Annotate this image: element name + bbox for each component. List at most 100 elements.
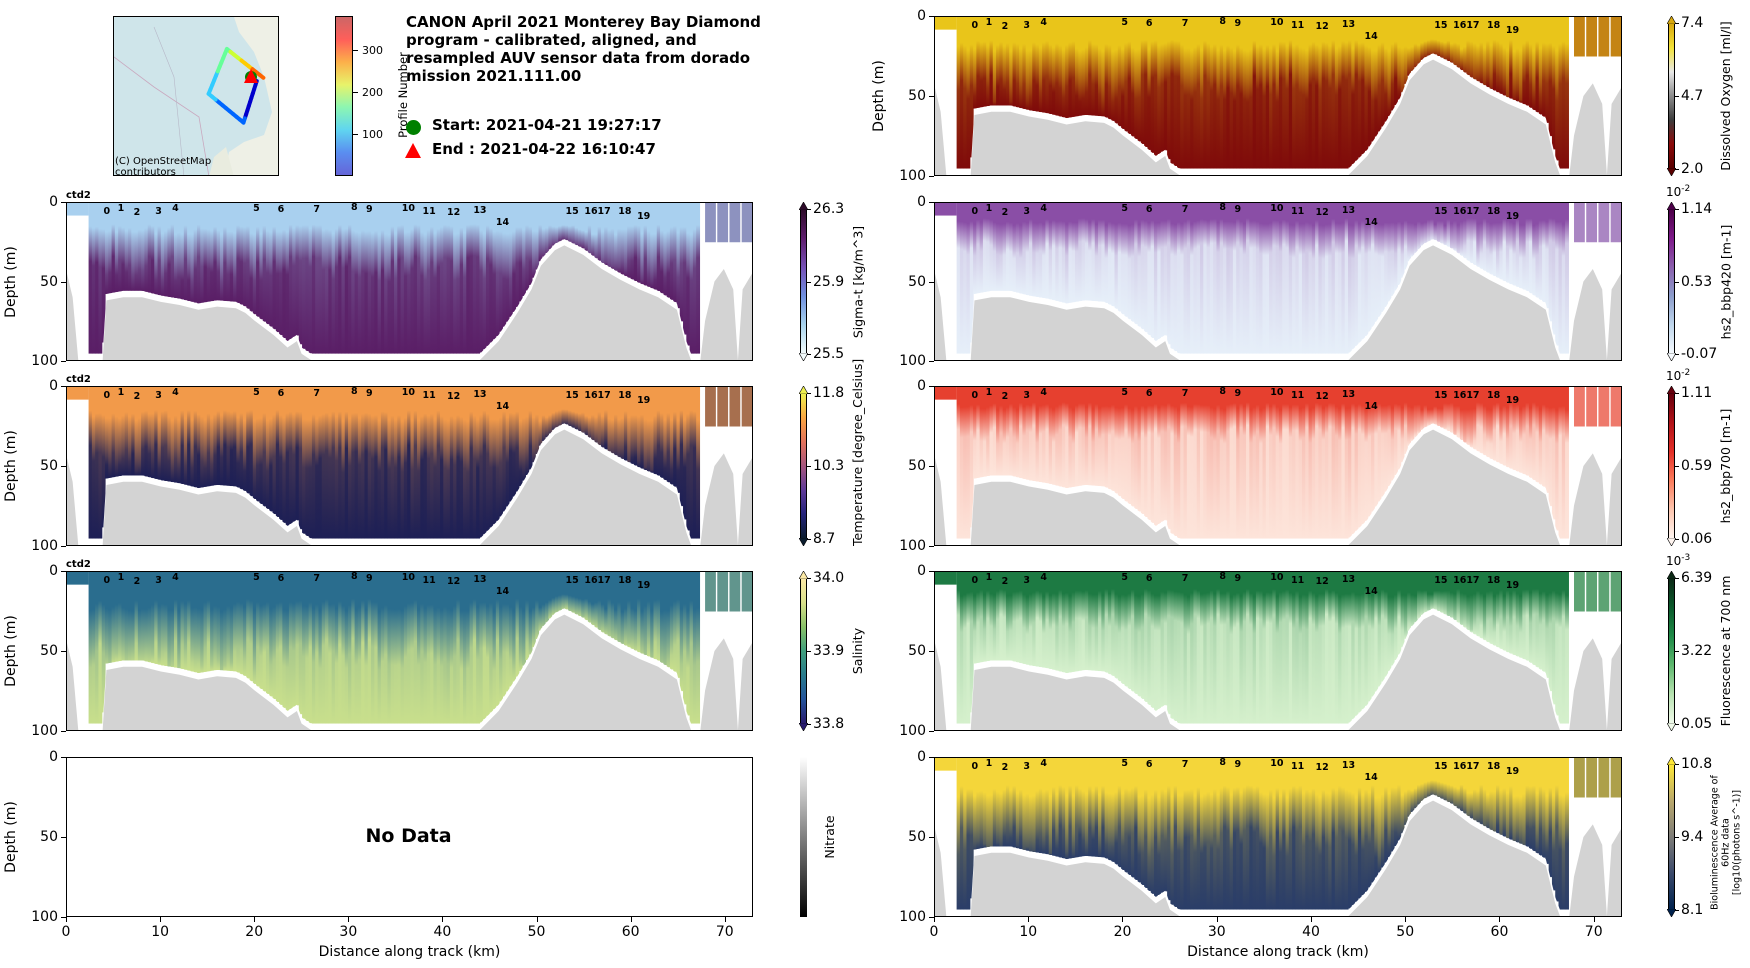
section-plot-area — [935, 572, 1621, 730]
data-column — [689, 572, 694, 724]
profile-number-label: 17 — [1466, 390, 1480, 401]
data-column — [1094, 203, 1099, 302]
data-column — [1301, 758, 1306, 910]
data-column — [505, 203, 510, 322]
data-column — [614, 572, 618, 641]
data-column — [436, 203, 441, 354]
tail-profile — [1598, 17, 1610, 57]
data-column — [1305, 572, 1310, 724]
profile-cbar-tickmark — [353, 134, 358, 135]
seafloor-bathymetry — [935, 800, 1621, 916]
data-column — [499, 387, 503, 517]
data-column — [1137, 572, 1142, 697]
data-column — [1512, 17, 1517, 101]
nearshore-data — [67, 387, 89, 400]
data-column — [1167, 572, 1171, 715]
data-column — [472, 387, 477, 539]
profile-number-label: 9 — [1234, 388, 1242, 399]
data-column — [1015, 203, 1020, 293]
profile-number-label: 1 — [117, 387, 125, 398]
data-column — [1456, 387, 1461, 438]
data-column — [275, 572, 280, 702]
map-boundary-line-2 — [153, 26, 185, 175]
data-column — [262, 387, 267, 507]
data-column — [1397, 758, 1402, 841]
data-column — [430, 387, 435, 539]
data-column — [979, 572, 984, 663]
profile-number-label: 5 — [1121, 572, 1128, 583]
data-column — [338, 572, 343, 724]
y-tick-mark — [929, 837, 934, 838]
sensor-label: ctd2 — [66, 559, 91, 570]
data-column — [160, 387, 165, 481]
y-tick-mark — [929, 202, 934, 203]
data-column — [1127, 17, 1132, 134]
data-column — [1374, 203, 1379, 322]
data-column — [1288, 572, 1293, 724]
y-tick-label: 50 — [908, 273, 926, 290]
data-column — [1068, 17, 1073, 118]
data-column — [666, 387, 671, 483]
data-column — [1012, 758, 1017, 848]
data-column — [216, 387, 221, 486]
data-column — [1081, 387, 1086, 486]
profile-cbar-tick: 300 — [362, 44, 383, 57]
data-column — [1216, 572, 1221, 724]
profile-number-label: 7 — [313, 388, 320, 399]
data-column — [459, 387, 464, 539]
profile-number-label: 18 — [618, 206, 632, 217]
data-column — [1509, 17, 1514, 99]
data-column — [989, 203, 994, 291]
data-column — [1374, 17, 1379, 137]
data-column — [1321, 387, 1326, 539]
data-column — [1012, 572, 1017, 662]
data-column — [1015, 758, 1020, 849]
colorbar-gradient — [800, 393, 807, 539]
data-column — [996, 758, 1000, 847]
legend-end-marker — [405, 143, 421, 158]
data-column — [956, 203, 961, 354]
data-column — [1476, 387, 1481, 452]
data-column — [1160, 758, 1165, 893]
colorbar-label: Nitrate — [822, 815, 837, 859]
profile-number-label: 12 — [1315, 762, 1329, 773]
profile-number-label: 8 — [1219, 571, 1227, 582]
profile-number-label: 13 — [473, 205, 487, 216]
colorbar-tick-mark — [1675, 724, 1679, 725]
data-column — [1081, 203, 1086, 301]
profile-number-label: 12 — [1315, 21, 1329, 32]
data-column — [1400, 17, 1405, 93]
data-column — [134, 203, 139, 291]
data-column — [1384, 387, 1389, 492]
profile-number-label: 17 — [597, 575, 611, 586]
data-column — [367, 387, 372, 539]
data-column — [1028, 203, 1033, 296]
data-column — [1496, 17, 1500, 93]
data-column — [623, 572, 628, 646]
data-column — [1130, 203, 1135, 322]
data-column — [574, 572, 579, 615]
data-column — [1298, 17, 1303, 169]
data-column — [1068, 203, 1073, 303]
colorbar-tick-label: 2.0 — [1681, 161, 1704, 177]
data-column — [1068, 758, 1073, 859]
data-column — [1140, 758, 1145, 886]
data-column — [1019, 572, 1023, 664]
profile-number-label: 5 — [1121, 758, 1128, 769]
data-column — [1433, 17, 1438, 55]
data-column — [1436, 203, 1441, 242]
data-column — [499, 203, 503, 332]
data-column — [233, 203, 237, 302]
data-column — [124, 572, 129, 661]
data-column — [1459, 572, 1464, 626]
data-column — [1213, 387, 1218, 539]
data-column — [1186, 572, 1191, 724]
data-column — [298, 572, 303, 715]
data-column — [1341, 572, 1346, 724]
data-column — [485, 387, 490, 531]
colorbar-extend-min — [799, 538, 808, 546]
data-column — [1410, 17, 1415, 71]
data-column — [1295, 203, 1300, 354]
data-column — [1328, 203, 1333, 354]
data-column — [206, 387, 211, 487]
